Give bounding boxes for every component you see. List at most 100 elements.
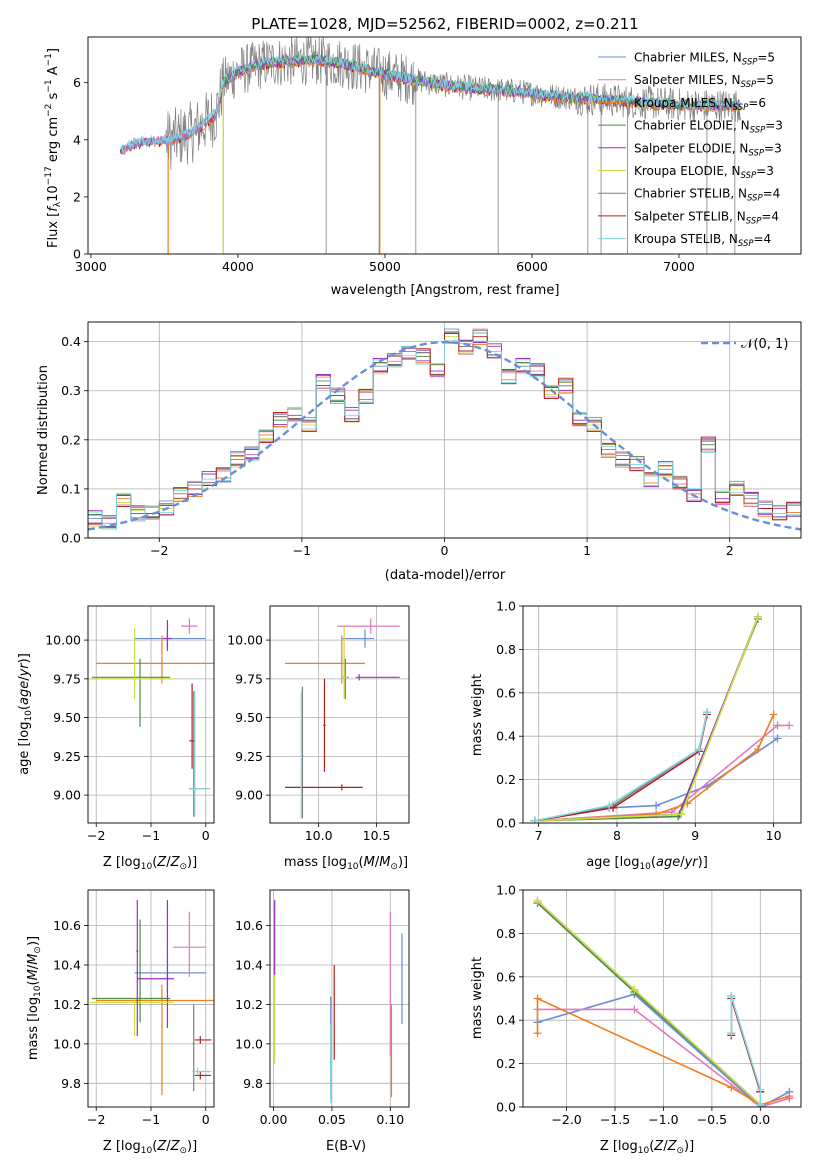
panel-weight-vs-Z: −2.0 −1.5 −1.0 −0.5 0.0 0.0 0.2 0.4 0.6 0.8 1.0 [496, 883, 802, 1127]
series-marker-0 [773, 734, 782, 743]
x-tick-label: 7 [535, 828, 543, 843]
y-tick-label: 9.00 [235, 788, 263, 803]
plot-area [88, 37, 801, 254]
legend-normal-label: 𝒩(0, 1) [741, 337, 788, 352]
panel-age-vs-Z: −2 −1 0 9.00 9.25 9.50 9.75 10.00 [45, 605, 215, 843]
axes-frame [522, 605, 802, 824]
legend-label-0: Chabrier MILES, NSSP=5 [634, 51, 775, 68]
y-tick-label: 0.8 [496, 926, 516, 941]
y-tick-label: 0.0 [61, 531, 81, 546]
x-tick-label: 0 [202, 828, 210, 843]
y-tick-label: 0.4 [61, 334, 81, 349]
plot-area [270, 890, 409, 1107]
x-tick-label: −0.5 [697, 1112, 727, 1127]
y-tick-label: 1.0 [496, 883, 516, 898]
y-tick-label: 9.8 [61, 1076, 81, 1091]
residuals-xlabel: (data-model)/error [385, 568, 506, 583]
series-marker-1 [773, 721, 782, 730]
y-tick-label: 2 [73, 189, 81, 204]
axes-frame [269, 889, 410, 1108]
y-tick-label: 9.00 [53, 788, 81, 803]
normal-curve [88, 340, 801, 531]
series-marker-8 [703, 708, 712, 717]
y-tick-label: 0.0 [496, 1100, 516, 1115]
legend: Chabrier MILES, NSSP=5 Salpeter MILES, NS… [598, 51, 783, 249]
x-tick-label: −1.5 [600, 1112, 630, 1127]
x-tick-label: 0 [202, 1112, 210, 1127]
series-marker-0 [652, 801, 661, 810]
y-tick-label: 0.2 [496, 772, 516, 787]
series-line-1 [537, 1008, 790, 1107]
plot-content [88, 328, 801, 538]
series-marker-8 [530, 816, 539, 823]
panel-spectrum: 3000 4000 5000 6000 7000 0 2 4 6 Chabrier MILES, … [73, 36, 802, 274]
plot-content [89, 899, 214, 1096]
series-marker-2 [769, 710, 778, 719]
legend-label-4: Salpeter ELODIE, NSSP=3 [634, 141, 782, 158]
spectrum-ylabel: Flux [fλ10−17 erg cm−2 s−1 A−1] [44, 48, 63, 248]
x-tick-label: −1 [142, 828, 160, 843]
x-tick-label: −1 [142, 1112, 160, 1127]
y-tick-label: 6 [73, 75, 81, 90]
x-tick-label: 0.00 [260, 1112, 288, 1127]
y-tick-label: 4 [73, 132, 81, 147]
y-tick-label: 10.2 [53, 997, 81, 1012]
x-tick-label: −2 [150, 543, 168, 558]
y-tick-label: 10.0 [235, 1036, 263, 1051]
legend-label-6: Chabrier STELIB, NSSP=4 [634, 187, 780, 204]
series-marker-8 [727, 992, 736, 1001]
x-tick-label: 0.05 [318, 1112, 346, 1127]
panel-mass-vs-EBV: 0.00 0.05 0.10 9.8 10.0 10.2 10.4 10.6 [235, 889, 410, 1127]
y-tick-label: 9.50 [235, 710, 263, 725]
legend-label-7: Salpeter STELIB, NSSP=4 [634, 209, 779, 226]
y-tick-label: 0.1 [61, 481, 81, 496]
series-marker-2 [727, 1083, 736, 1092]
x-tick-label: 0 [441, 543, 449, 558]
series-marker-2 [753, 745, 762, 754]
x-tick-label: 3000 [75, 259, 107, 274]
y-tick-label: 10.6 [235, 918, 263, 933]
x-tick-label: 5000 [369, 259, 401, 274]
series-marker-8 [727, 1029, 736, 1038]
y-tick-label: 0.3 [61, 383, 81, 398]
x-tick-label: 7000 [663, 259, 695, 274]
x-tick-label: 10 [766, 828, 782, 843]
y-tick-label: 0.4 [496, 1013, 516, 1028]
x-tick-label: −2 [87, 1112, 105, 1127]
series-marker-2 [533, 1029, 542, 1038]
series-marker-5 [533, 896, 542, 905]
x-tick-label: 4000 [222, 259, 254, 274]
y-tick-label: 0 [73, 247, 81, 262]
ageZ-xlabel: Z [log10(Z/Z⊙)] [103, 855, 197, 872]
y-tick-label: 9.75 [235, 671, 263, 686]
plot-content [285, 618, 400, 819]
y-tick-label: 10.00 [227, 633, 263, 648]
y-tick-label: 10.2 [235, 997, 263, 1012]
legend-label-8: Kroupa STELIB, NSSP=4 [634, 232, 771, 249]
x-tick-label: −1 [293, 543, 311, 558]
series-marker-8 [695, 745, 704, 754]
plot-area [523, 606, 801, 823]
panel-weight-vs-age: 7 8 9 10 0.0 0.2 0.4 0.6 0.8 1.0 [496, 599, 802, 843]
series-line-8 [730, 996, 762, 1105]
y-tick-label: 9.50 [53, 710, 81, 725]
y-tick-label: 10.00 [45, 633, 81, 648]
panel-residuals: −2 −1 0 1 2 0.0 0.1 0.2 0.3 0.4 𝒩(0, 1) [61, 321, 802, 558]
series-marker-8 [756, 1085, 765, 1094]
plot-content [274, 899, 403, 1104]
panel-age-vs-mass: 10.0 10.5 9.00 9.25 9.50 9.75 10.00 [227, 605, 410, 843]
wZ-ylabel: mass weight [470, 957, 485, 1039]
series-marker-1 [630, 1005, 639, 1014]
y-tick-label: 10.4 [53, 957, 81, 972]
y-tick-label: 9.25 [53, 749, 81, 764]
figure-title: PLATE=1028, MJD=52562, FIBERID=0002, z=0… [251, 15, 638, 33]
y-tick-label: 9.25 [235, 749, 263, 764]
axes-frame [87, 36, 802, 255]
y-tick-label: 1.0 [496, 599, 516, 614]
panel-mass-vs-Z: −2 −1 0 9.8 10.0 10.2 10.4 10.6 [53, 889, 215, 1127]
y-tick-label: 0.2 [61, 432, 81, 447]
axes-frame [269, 605, 410, 824]
y-tick-label: 10.4 [235, 957, 263, 972]
ageM-xlabel: mass [log10(M/M⊙)] [284, 855, 408, 872]
